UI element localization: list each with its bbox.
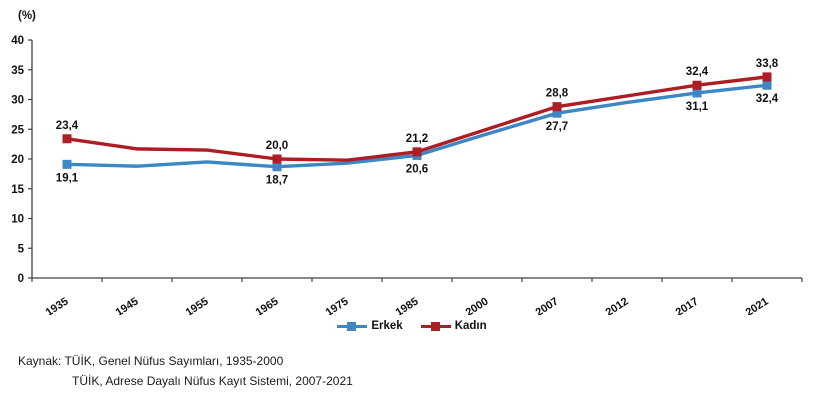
data-point-label-kad-n: 32,4 [686,66,709,78]
y-tick-label: 25 [11,124,24,136]
data-point-label-erkek: 20,6 [406,163,428,175]
y-axis-unit-label: (%) [18,10,36,22]
x-tick-label: 2007 [534,295,561,315]
y-tick-label: 15 [11,184,24,196]
x-tick-label: 2017 [674,295,701,315]
data-point-marker-kad-n [62,134,72,144]
data-point-label-kad-n: 23,4 [56,120,79,132]
y-tick-label: 10 [11,214,24,226]
x-tick-label: 2000 [464,295,491,315]
data-point-label-erkek: 32,4 [756,93,779,105]
x-tick-label: 1975 [324,295,351,315]
data-point-marker-kad-n [552,102,562,112]
data-point-label-kad-n: 28,8 [546,88,569,100]
data-point-marker-kad-n [272,154,282,164]
x-tick-label: 2012 [604,295,631,315]
legend-item-kadin: Kadın [420,320,487,332]
data-point-marker-erkek [762,80,772,90]
data-point-marker-erkek [272,162,282,172]
chart-legend: Erkek Kadın [0,320,824,332]
data-point-label-erkek: 19,1 [56,172,79,184]
x-tick-label: 1965 [254,295,281,315]
legend-item-erkek: Erkek [337,320,403,332]
data-point-marker-kad-n [412,147,422,157]
x-tick-label: 1945 [114,295,141,315]
y-tick-label: 0 [18,273,24,285]
data-point-marker-kad-n [762,72,772,82]
data-point-label-kad-n: 20,0 [266,140,288,152]
y-tick-label: 5 [18,243,25,255]
data-point-label-erkek: 27,7 [546,121,568,133]
data-point-marker-erkek [62,159,72,169]
data-point-label-erkek: 31,1 [686,101,709,113]
kadin-series-swatch-icon [420,321,451,331]
legend-label-erkek: Erkek [371,320,403,332]
erkek-series-swatch-icon [337,321,368,331]
data-point-marker-erkek [692,88,702,98]
plot-area: 0 5 10 15 20 25 30 35 40 1935 1945 1955 1965 1975 1985… [11,35,803,315]
data-point-label-erkek: 18,7 [266,175,288,187]
data-point-label-kad-n: 21,2 [406,133,428,145]
y-tick-label: 40 [11,35,24,47]
x-tick-label: 2021 [744,295,771,315]
source-line-1: Kaynak: TÜİK, Genel Nüfus Sayımları, 193… [18,354,284,368]
y-tick-label: 20 [11,154,24,166]
y-tick-label: 35 [11,65,24,77]
x-tick-label: 1955 [184,295,211,315]
data-point-marker-erkek [552,108,562,118]
data-point-marker-kad-n [692,80,702,90]
source-note: Kaynak: TÜİK, Genel Nüfus Sayımları, 193… [18,351,353,391]
x-tick-label: 1985 [394,295,421,315]
x-tick-label: 1935 [44,295,71,315]
y-tick-label: 30 [11,95,24,107]
data-point-label-kad-n: 33,8 [756,58,779,70]
source-line-2: TÜİK, Adrese Dayalı Nüfus Kayıt Sistemi,… [72,374,353,388]
legend-label-kadin: Kadın [454,320,487,332]
